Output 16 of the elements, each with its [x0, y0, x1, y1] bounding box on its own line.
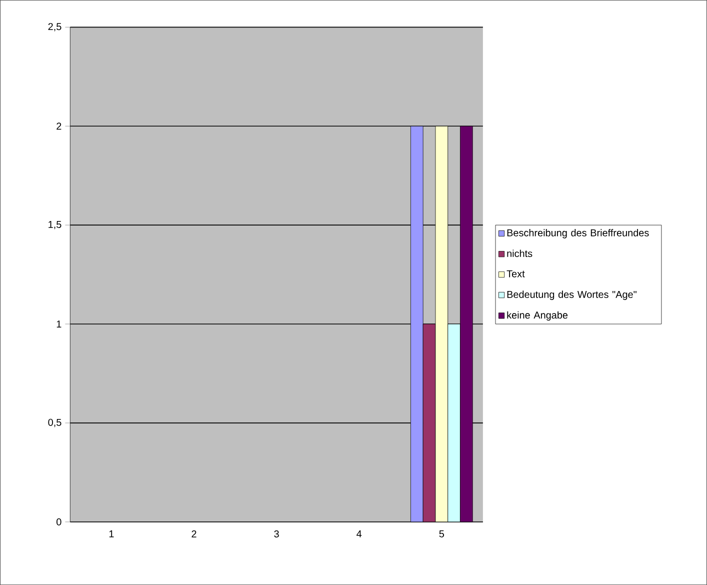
y-tick-label: 2: [56, 122, 62, 130]
y-tick-label: 0,5: [48, 418, 62, 428]
legend-label: Bedeutung des Wortes "Age": [507, 290, 636, 300]
legend-label: keine Angabe: [507, 311, 568, 321]
y-tick-label: 2,5: [48, 23, 62, 32]
x-tick-label: 2: [192, 530, 196, 538]
y-tick-label: 0: [56, 518, 62, 526]
legend-label: Text: [506, 270, 525, 278]
x-tick-label: 1: [109, 530, 114, 538]
legend-label: nichts: [507, 250, 532, 257]
x-tick-label: 4: [356, 530, 362, 538]
legend-label: Beschreibung des Brieffreundes: [507, 229, 649, 238]
x-tick-label: 5: [439, 530, 444, 538]
y-tick-label: 1: [56, 320, 62, 328]
y-tick-label: 1,5: [48, 220, 62, 230]
x-tick-label: 3: [274, 530, 279, 538]
